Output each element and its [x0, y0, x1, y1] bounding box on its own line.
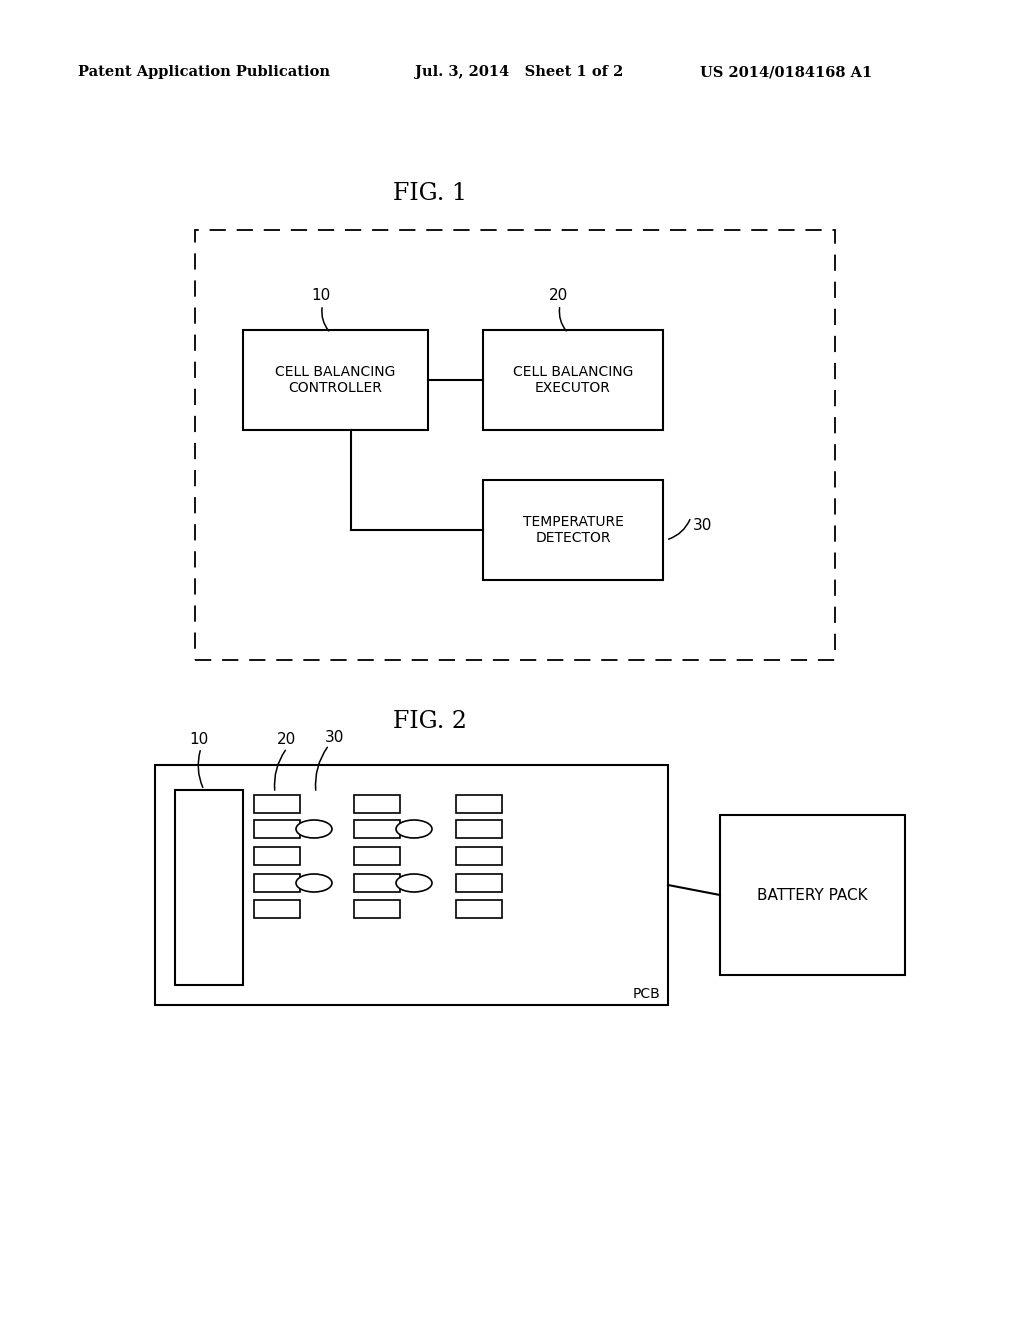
- Text: TEMPERATURE
DETECTOR: TEMPERATURE DETECTOR: [522, 515, 624, 545]
- Text: Patent Application Publication: Patent Application Publication: [78, 65, 330, 79]
- Ellipse shape: [296, 874, 332, 892]
- Bar: [720, 814, 905, 975]
- Bar: [483, 330, 663, 430]
- Text: CELL BALANCING
EXECUTOR: CELL BALANCING EXECUTOR: [513, 364, 633, 395]
- Text: FIG. 1: FIG. 1: [393, 181, 467, 205]
- Bar: [243, 330, 428, 430]
- Text: CELL BALANCING
CONTROLLER: CELL BALANCING CONTROLLER: [275, 364, 395, 395]
- Text: 10: 10: [189, 733, 209, 747]
- Bar: [254, 874, 300, 892]
- Bar: [354, 795, 400, 813]
- Bar: [354, 900, 400, 917]
- Bar: [456, 820, 502, 838]
- Text: FIG. 2: FIG. 2: [393, 710, 467, 734]
- Bar: [483, 480, 663, 579]
- Text: 30: 30: [693, 517, 713, 532]
- Text: 20: 20: [278, 733, 297, 747]
- Text: PCB: PCB: [632, 987, 660, 1001]
- Bar: [254, 820, 300, 838]
- Bar: [254, 900, 300, 917]
- Ellipse shape: [396, 820, 432, 838]
- Bar: [175, 789, 243, 985]
- Bar: [456, 795, 502, 813]
- Bar: [354, 847, 400, 865]
- Bar: [155, 766, 668, 1005]
- Bar: [456, 874, 502, 892]
- Text: Jul. 3, 2014   Sheet 1 of 2: Jul. 3, 2014 Sheet 1 of 2: [415, 65, 624, 79]
- Ellipse shape: [396, 874, 432, 892]
- Text: 10: 10: [311, 288, 330, 302]
- Text: 30: 30: [325, 730, 344, 744]
- Bar: [254, 795, 300, 813]
- Text: US 2014/0184168 A1: US 2014/0184168 A1: [700, 65, 872, 79]
- Bar: [354, 820, 400, 838]
- Bar: [456, 900, 502, 917]
- Bar: [195, 230, 835, 660]
- Ellipse shape: [296, 820, 332, 838]
- Bar: [456, 847, 502, 865]
- Bar: [354, 874, 400, 892]
- Text: BATTERY PACK: BATTERY PACK: [757, 887, 867, 903]
- Bar: [254, 847, 300, 865]
- Text: 20: 20: [549, 288, 567, 302]
